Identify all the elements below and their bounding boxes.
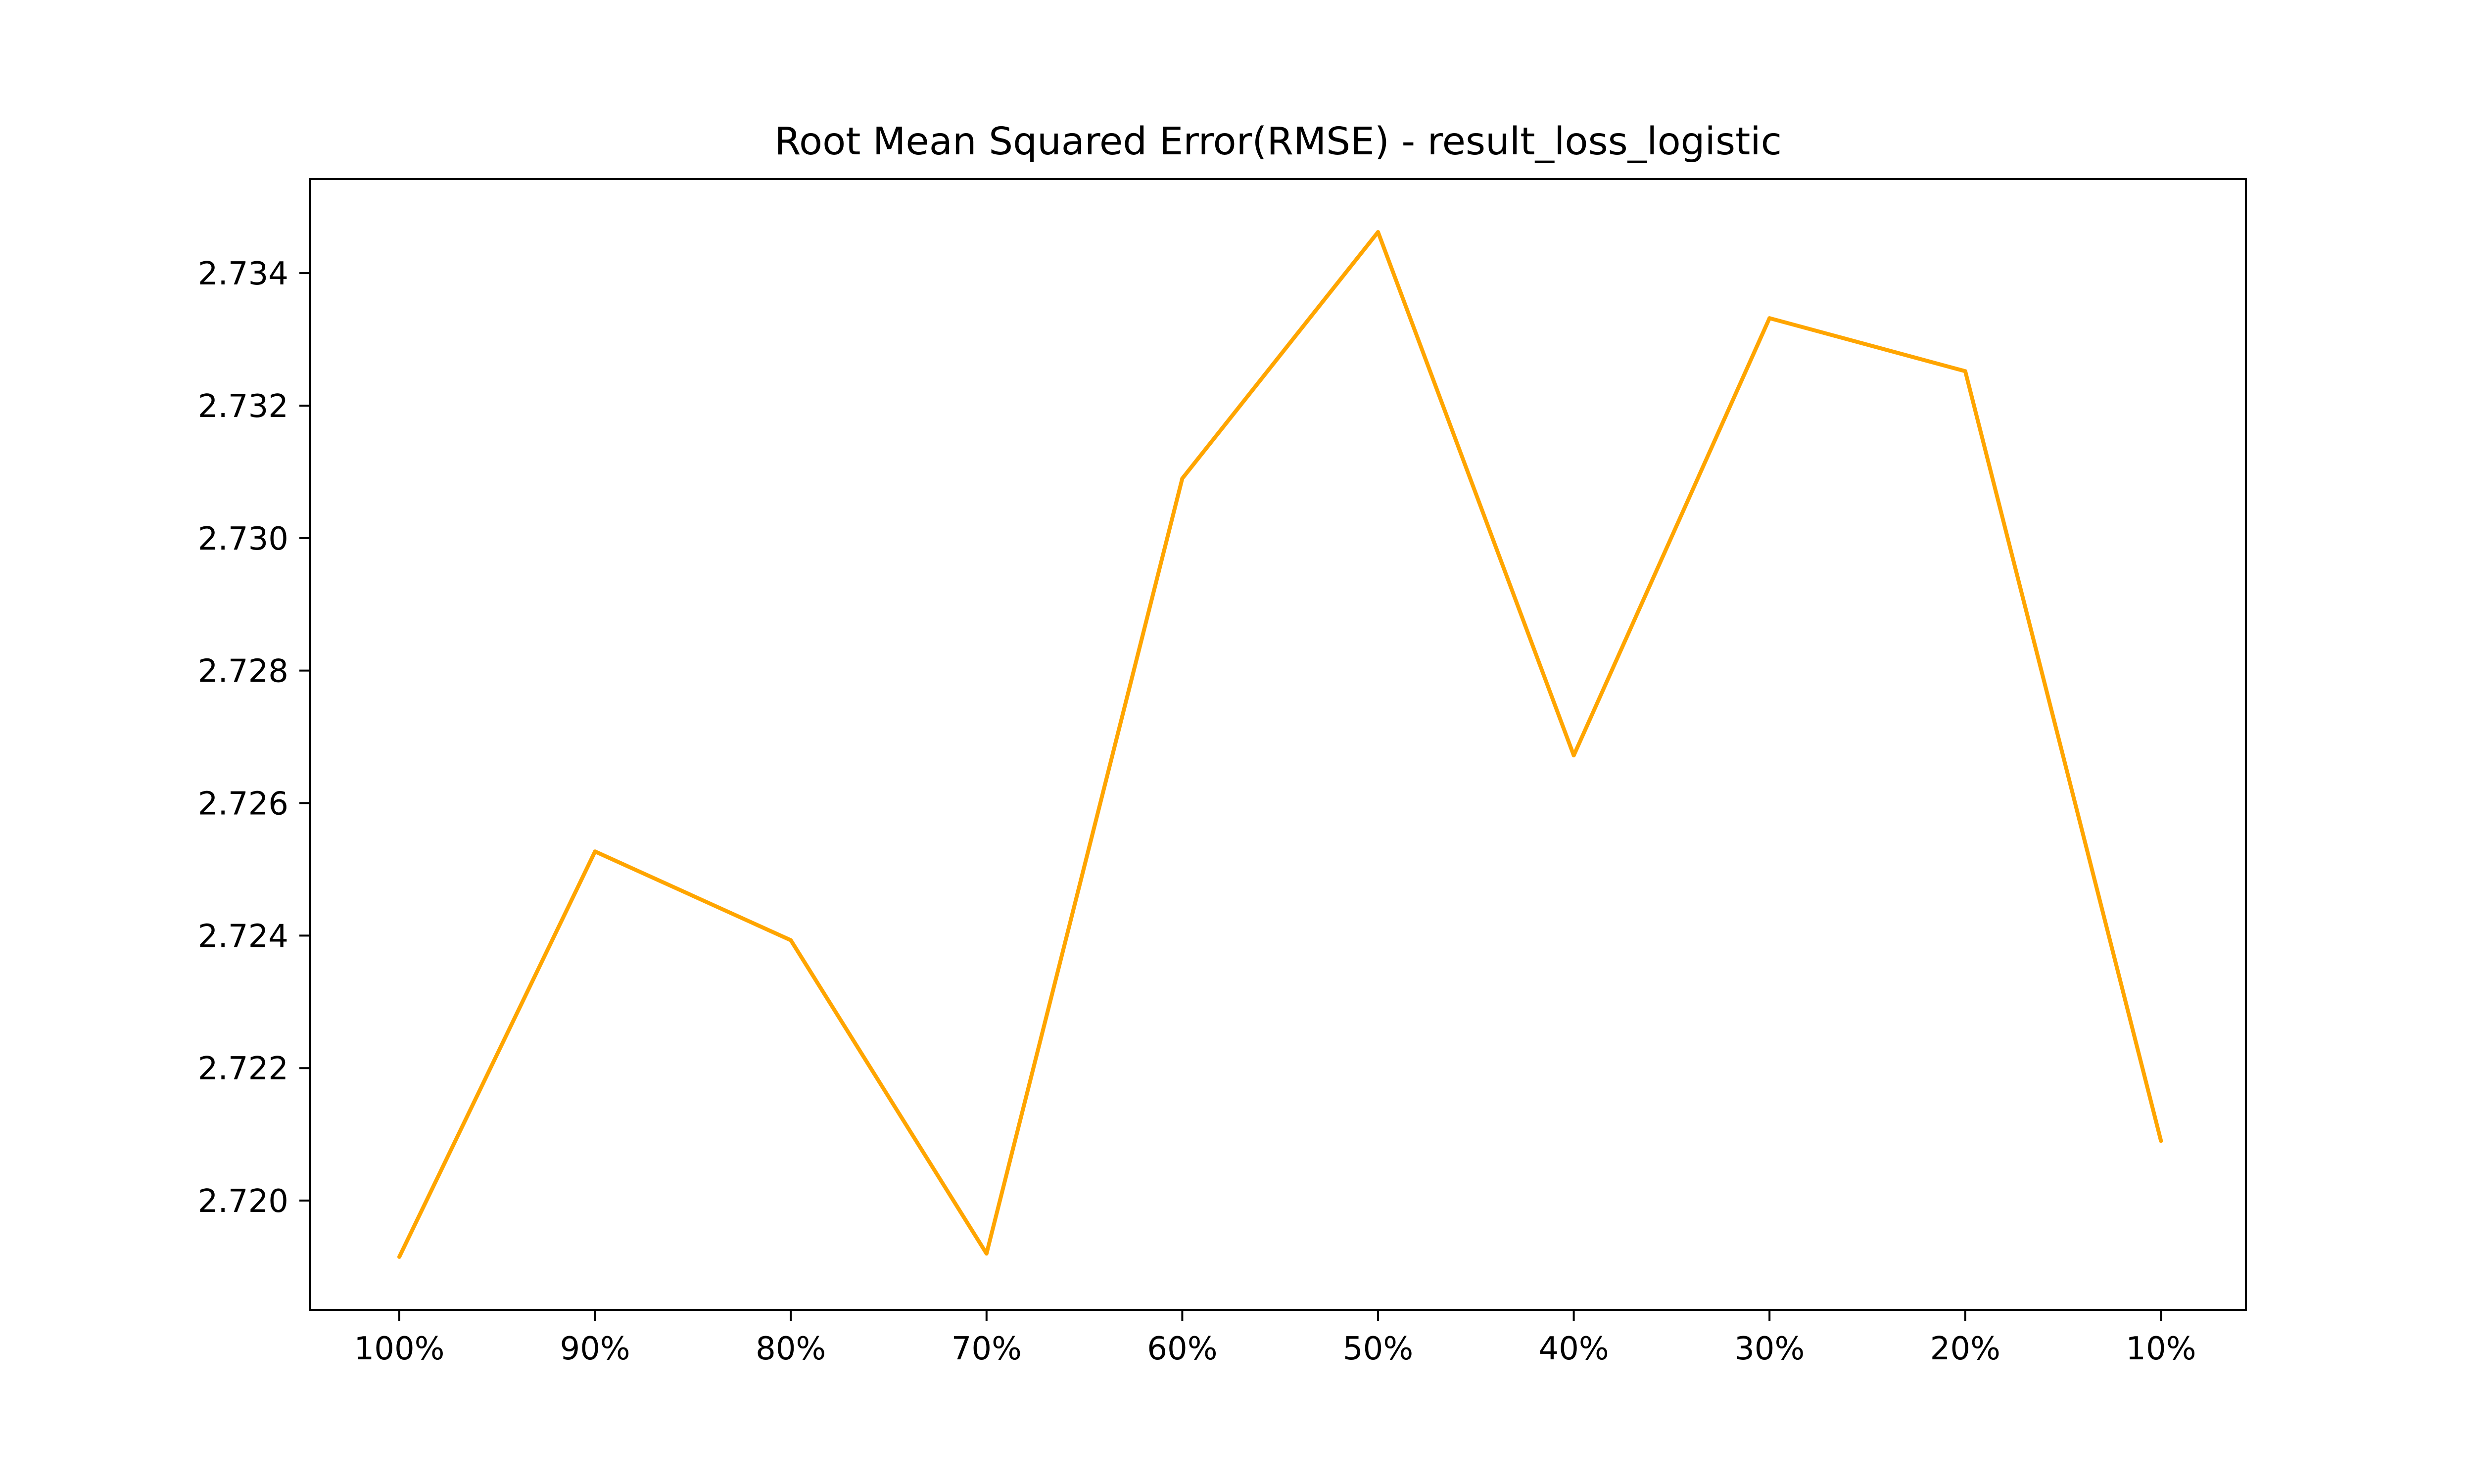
series-layer bbox=[397, 230, 2163, 1259]
x-tick-label: 20% bbox=[1930, 1331, 2000, 1367]
data-point bbox=[1376, 230, 1380, 234]
series-line bbox=[397, 230, 2163, 1258]
chart-title: Root Mean Squared Error(RMSE) - result_l… bbox=[774, 120, 1782, 164]
x-tick-label: 50% bbox=[1343, 1331, 1413, 1367]
x-tick-label: 40% bbox=[1538, 1331, 1609, 1367]
x-tick-label: 100% bbox=[354, 1331, 445, 1367]
data-point bbox=[397, 1254, 401, 1259]
data-point bbox=[1963, 369, 1967, 373]
x-axis: 100% 90% 80% 70% 60% 50% 40% 30% 20% 10% bbox=[354, 1310, 2196, 1367]
data-point bbox=[2159, 1139, 2163, 1143]
y-tick-label: 2.722 bbox=[198, 1051, 288, 1087]
data-point bbox=[593, 849, 597, 854]
y-tick-label: 2.732 bbox=[198, 388, 288, 425]
data-point bbox=[984, 1252, 989, 1256]
y-tick-label: 2.720 bbox=[198, 1183, 288, 1220]
y-tick-label: 2.730 bbox=[198, 521, 288, 557]
data-point bbox=[789, 938, 793, 942]
plot-frame bbox=[309, 178, 2247, 1311]
y-tick-label: 2.726 bbox=[198, 786, 288, 823]
x-tick-label: 70% bbox=[952, 1331, 1022, 1367]
x-tick-label: 80% bbox=[756, 1331, 826, 1367]
y-axis: 2.720 2.722 2.724 2.726 2.728 2.730 2.732 2.734 bbox=[198, 256, 310, 1220]
y-tick-label: 2.724 bbox=[198, 918, 288, 955]
y-tick-label: 2.728 bbox=[198, 653, 288, 690]
data-point bbox=[1180, 476, 1185, 481]
data-point bbox=[1571, 753, 1576, 758]
data-point bbox=[1767, 316, 1772, 321]
x-tick-label: 30% bbox=[1734, 1331, 1805, 1367]
x-tick-label: 60% bbox=[1147, 1331, 1217, 1367]
y-tick-label: 2.734 bbox=[198, 256, 288, 292]
x-tick-label: 90% bbox=[560, 1331, 630, 1367]
x-tick-label: 10% bbox=[2126, 1331, 2196, 1367]
